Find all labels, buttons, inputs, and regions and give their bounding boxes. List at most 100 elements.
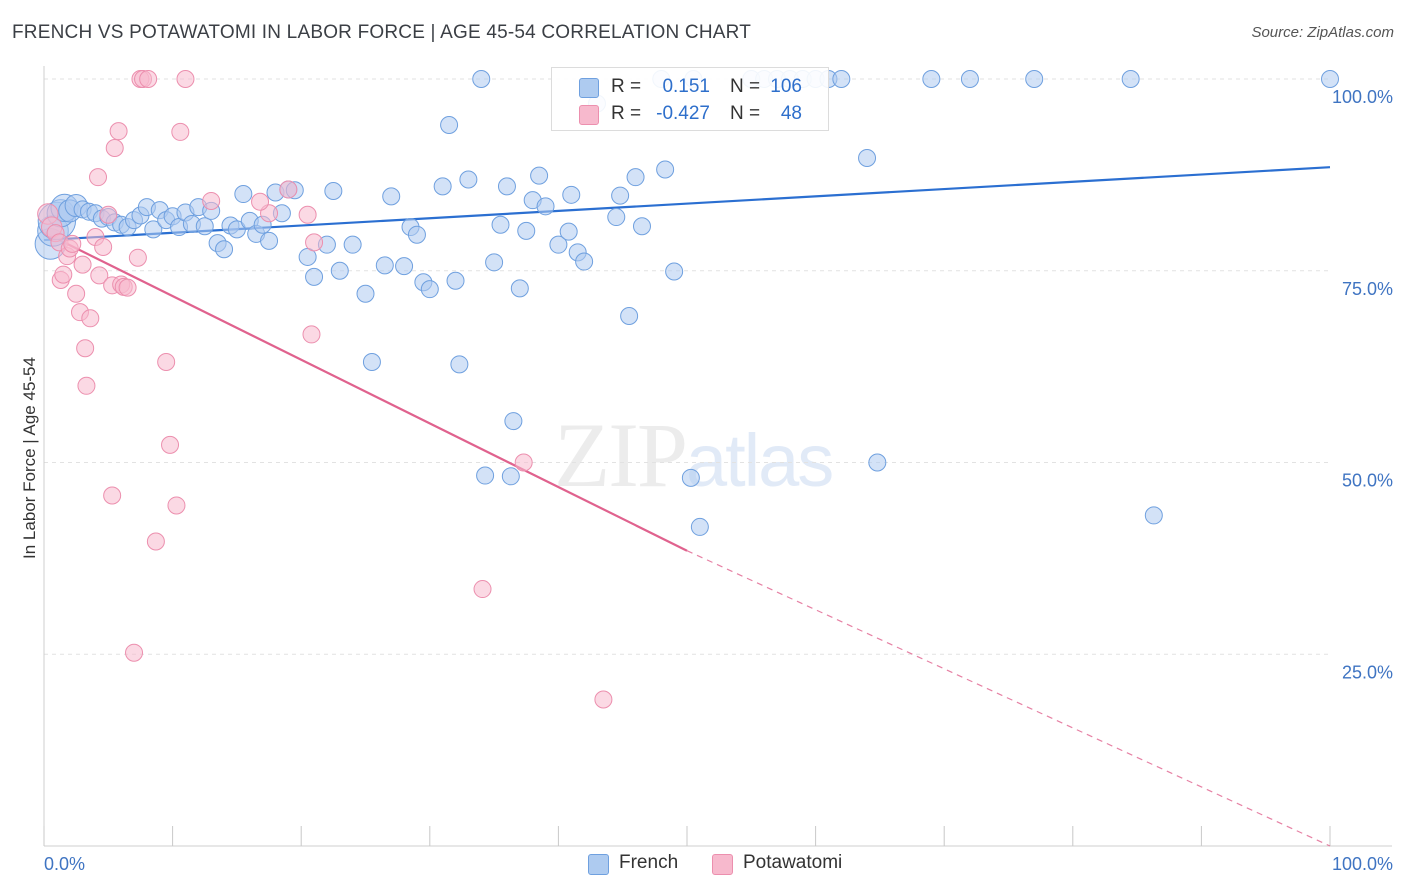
french-point bbox=[690, 517, 709, 536]
potawatomi-point bbox=[77, 376, 96, 395]
french-point bbox=[472, 70, 491, 88]
french-point bbox=[343, 235, 362, 254]
y-tick-label: 50.0% bbox=[1342, 471, 1393, 491]
potawatomi-point bbox=[63, 234, 82, 253]
french-n-value: 106 bbox=[770, 76, 802, 97]
french-points bbox=[34, 70, 1339, 536]
french-point bbox=[922, 70, 941, 88]
french-point bbox=[858, 149, 877, 168]
potawatomi-points bbox=[37, 70, 613, 709]
french-point bbox=[620, 307, 639, 326]
legend-french-swatch bbox=[588, 854, 609, 875]
source-label: Source: ZipAtlas.com bbox=[1251, 24, 1394, 41]
potawatomi-point bbox=[67, 284, 86, 303]
french-point bbox=[407, 225, 426, 244]
x-tick-label: 0.0% bbox=[44, 854, 85, 874]
y-axis-label: In Labor Force | Age 45-54 bbox=[20, 357, 39, 559]
potawatomi-point bbox=[298, 205, 317, 224]
french-point bbox=[144, 220, 163, 239]
french-point bbox=[632, 217, 651, 236]
watermark-atlas: atlas bbox=[686, 419, 834, 502]
potawatomi-point bbox=[105, 139, 124, 158]
potawatomi-point bbox=[146, 532, 165, 551]
legend-row-potawatomi: R = -0.427 N = 48 bbox=[552, 101, 828, 129]
potawatomi-point bbox=[305, 233, 324, 252]
french-point bbox=[665, 262, 684, 281]
french-point bbox=[195, 217, 214, 236]
potawatomi-point bbox=[157, 353, 176, 372]
series-legend: French Potawatomi bbox=[0, 852, 1406, 876]
potawatomi-point bbox=[103, 486, 122, 505]
french-point bbox=[559, 222, 578, 241]
potawatomi-point bbox=[279, 180, 298, 199]
watermark: ZIPatlas bbox=[554, 402, 834, 508]
french-point bbox=[681, 468, 700, 487]
potawatomi-point bbox=[171, 122, 190, 141]
potawatomi-point bbox=[90, 266, 109, 285]
potawatomi-r-label: R = bbox=[611, 103, 642, 124]
french-point bbox=[626, 168, 645, 187]
y-tick-label: 25.0% bbox=[1342, 662, 1393, 682]
french-point bbox=[433, 177, 452, 196]
french-point bbox=[501, 467, 520, 486]
potawatomi-point bbox=[109, 122, 128, 141]
potawatomi-point bbox=[54, 265, 73, 284]
trend-lines bbox=[43, 166, 1331, 847]
french-point bbox=[1144, 506, 1163, 525]
potawatomi-point bbox=[76, 339, 95, 358]
french-point bbox=[1121, 70, 1140, 88]
french-point bbox=[227, 220, 246, 239]
french-point bbox=[611, 186, 630, 205]
french-point bbox=[215, 240, 234, 259]
potawatomi-point bbox=[73, 255, 92, 274]
french-point bbox=[420, 280, 439, 299]
potawatomi-point bbox=[161, 435, 180, 454]
tick-labels: 25.0% 50.0% 75.0% 100.0% 0.0% 100.0% In Labor … bbox=[20, 87, 1393, 874]
french-point bbox=[575, 252, 594, 271]
french-point bbox=[491, 215, 510, 234]
potawatomi-point bbox=[118, 278, 137, 297]
potawatomi-swatch bbox=[579, 105, 599, 125]
french-r-value: 0.151 bbox=[662, 76, 710, 97]
chart-title: FRENCH VS POTAWATOMI IN LABOR FORCE | AG… bbox=[12, 22, 751, 43]
potawatomi-point bbox=[302, 325, 321, 344]
potawatomi-point bbox=[81, 309, 100, 328]
french-point bbox=[446, 271, 465, 290]
french-point bbox=[832, 70, 851, 88]
potawatomi-point bbox=[514, 453, 533, 472]
potawatomi-trend-extension bbox=[686, 550, 1331, 847]
potawatomi-point bbox=[99, 205, 118, 224]
gridlines bbox=[44, 78, 1330, 655]
potawatomi-r-value: -0.427 bbox=[656, 103, 710, 124]
french-point bbox=[607, 208, 626, 227]
potawatomi-point bbox=[89, 168, 108, 187]
y-tick-label: 100.0% bbox=[1332, 87, 1393, 107]
x-tick-label: 100.0% bbox=[1332, 854, 1393, 874]
french-point bbox=[536, 197, 555, 216]
french-r-label: R = bbox=[611, 76, 642, 97]
potawatomi-point bbox=[128, 248, 147, 267]
potawatomi-point bbox=[202, 191, 221, 210]
potawatomi-point bbox=[594, 690, 613, 709]
potawatomi-n-value: 48 bbox=[780, 103, 802, 124]
legend-potawatomi-swatch bbox=[712, 854, 733, 875]
french-point bbox=[485, 253, 504, 272]
french-point bbox=[656, 160, 675, 179]
french-point bbox=[459, 170, 478, 189]
french-point bbox=[497, 177, 516, 196]
potawatomi-point bbox=[94, 237, 113, 256]
french-point bbox=[504, 412, 523, 431]
legend-potawatomi-label: Potawatomi bbox=[743, 852, 843, 873]
axes bbox=[43, 66, 1392, 847]
potawatomi-point bbox=[251, 192, 270, 211]
french-point bbox=[330, 261, 349, 280]
french-point bbox=[960, 70, 979, 88]
french-point bbox=[356, 284, 375, 303]
watermark-zip: ZIP bbox=[554, 404, 688, 506]
french-point bbox=[440, 116, 459, 135]
french-point bbox=[260, 231, 279, 250]
potawatomi-point bbox=[176, 70, 195, 88]
french-point bbox=[362, 353, 381, 372]
french-point bbox=[1321, 70, 1339, 88]
